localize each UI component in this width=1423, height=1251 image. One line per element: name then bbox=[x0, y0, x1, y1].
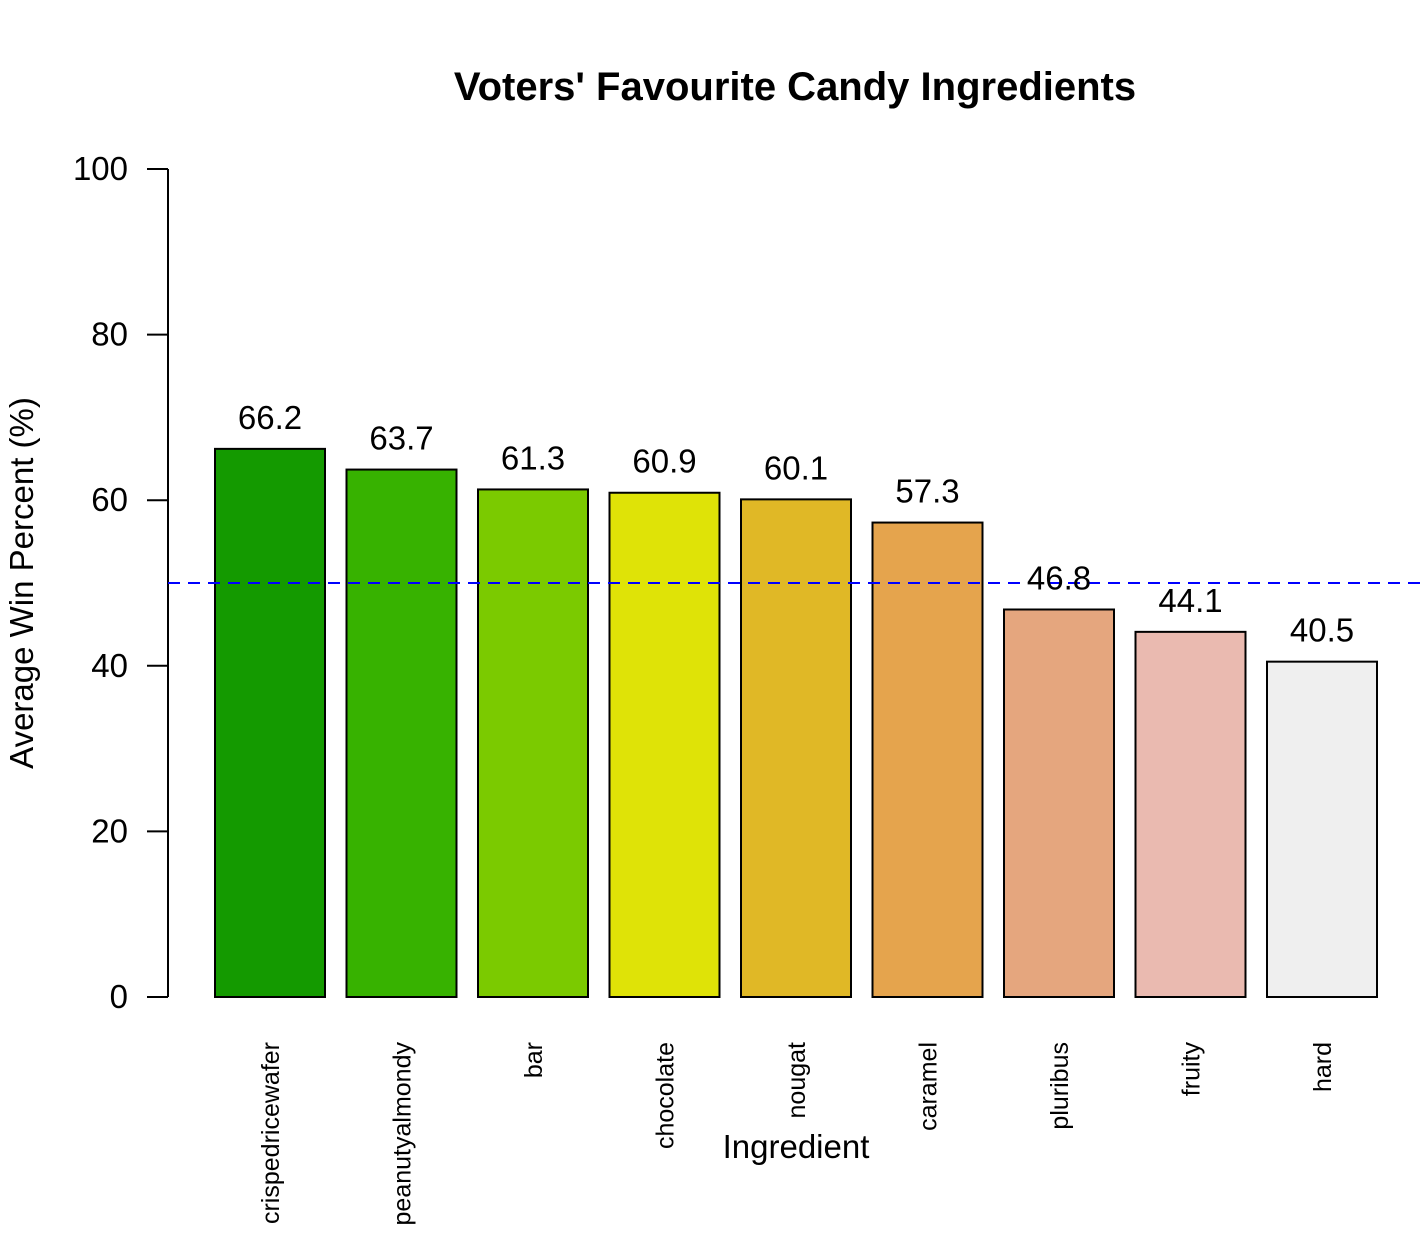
value-label: 60.1 bbox=[764, 449, 828, 486]
value-label: 46.8 bbox=[1027, 559, 1091, 596]
value-label: 63.7 bbox=[369, 420, 433, 457]
value-label: 57.3 bbox=[895, 473, 959, 510]
bar-hard bbox=[1266, 660, 1378, 998]
bar-chocolate bbox=[608, 491, 721, 998]
y-tick-label: 80 bbox=[91, 316, 128, 353]
category-label: hard bbox=[1309, 1042, 1337, 1092]
bar-pluribus bbox=[1003, 608, 1115, 998]
category-label: caramel bbox=[915, 1042, 943, 1131]
y-tick-label: 60 bbox=[91, 481, 128, 518]
value-label: 40.5 bbox=[1290, 612, 1354, 649]
category-label: pluribus bbox=[1046, 1042, 1074, 1130]
y-axis-label: Average Win Percent (%) bbox=[3, 397, 40, 769]
value-label: 61.3 bbox=[501, 439, 565, 476]
value-label: 44.1 bbox=[1158, 582, 1222, 619]
y-tick-label: 100 bbox=[73, 150, 128, 187]
category-label: bar bbox=[520, 1042, 548, 1078]
chart-title: Voters' Favourite Candy Ingredients bbox=[454, 65, 1136, 109]
category-label: chocolate bbox=[652, 1042, 680, 1149]
bar-fruity bbox=[1134, 630, 1247, 998]
bar-nougat bbox=[740, 498, 852, 998]
value-labels: 66.2 63.7 61.3 60.9 60.1 57.3 46.8 44.1 40.5 bbox=[238, 399, 1354, 649]
bar-bar bbox=[477, 488, 589, 998]
category-label: fruity bbox=[1178, 1042, 1206, 1097]
category-labels: crispedricewafer peanutyalmondy bar chocola… bbox=[257, 1042, 1337, 1226]
bar-crispedricewafer bbox=[214, 447, 326, 998]
y-tick-label: 20 bbox=[91, 812, 128, 849]
y-tick-label: 0 bbox=[110, 978, 128, 1015]
bar-caramel bbox=[871, 521, 984, 999]
category-label: peanutyalmondy bbox=[389, 1042, 417, 1226]
y-axis: 0 20 40 60 80 100 bbox=[73, 150, 169, 1015]
bars bbox=[214, 447, 1378, 999]
value-label: 66.2 bbox=[238, 399, 302, 436]
value-label: 60.9 bbox=[632, 443, 696, 480]
bar-peanutyalmondy bbox=[345, 468, 458, 998]
category-label: nougat bbox=[783, 1042, 811, 1119]
category-label: crispedricewafer bbox=[257, 1042, 285, 1224]
x-axis-label: Ingredient bbox=[723, 1128, 870, 1165]
y-tick-label: 40 bbox=[91, 647, 128, 684]
